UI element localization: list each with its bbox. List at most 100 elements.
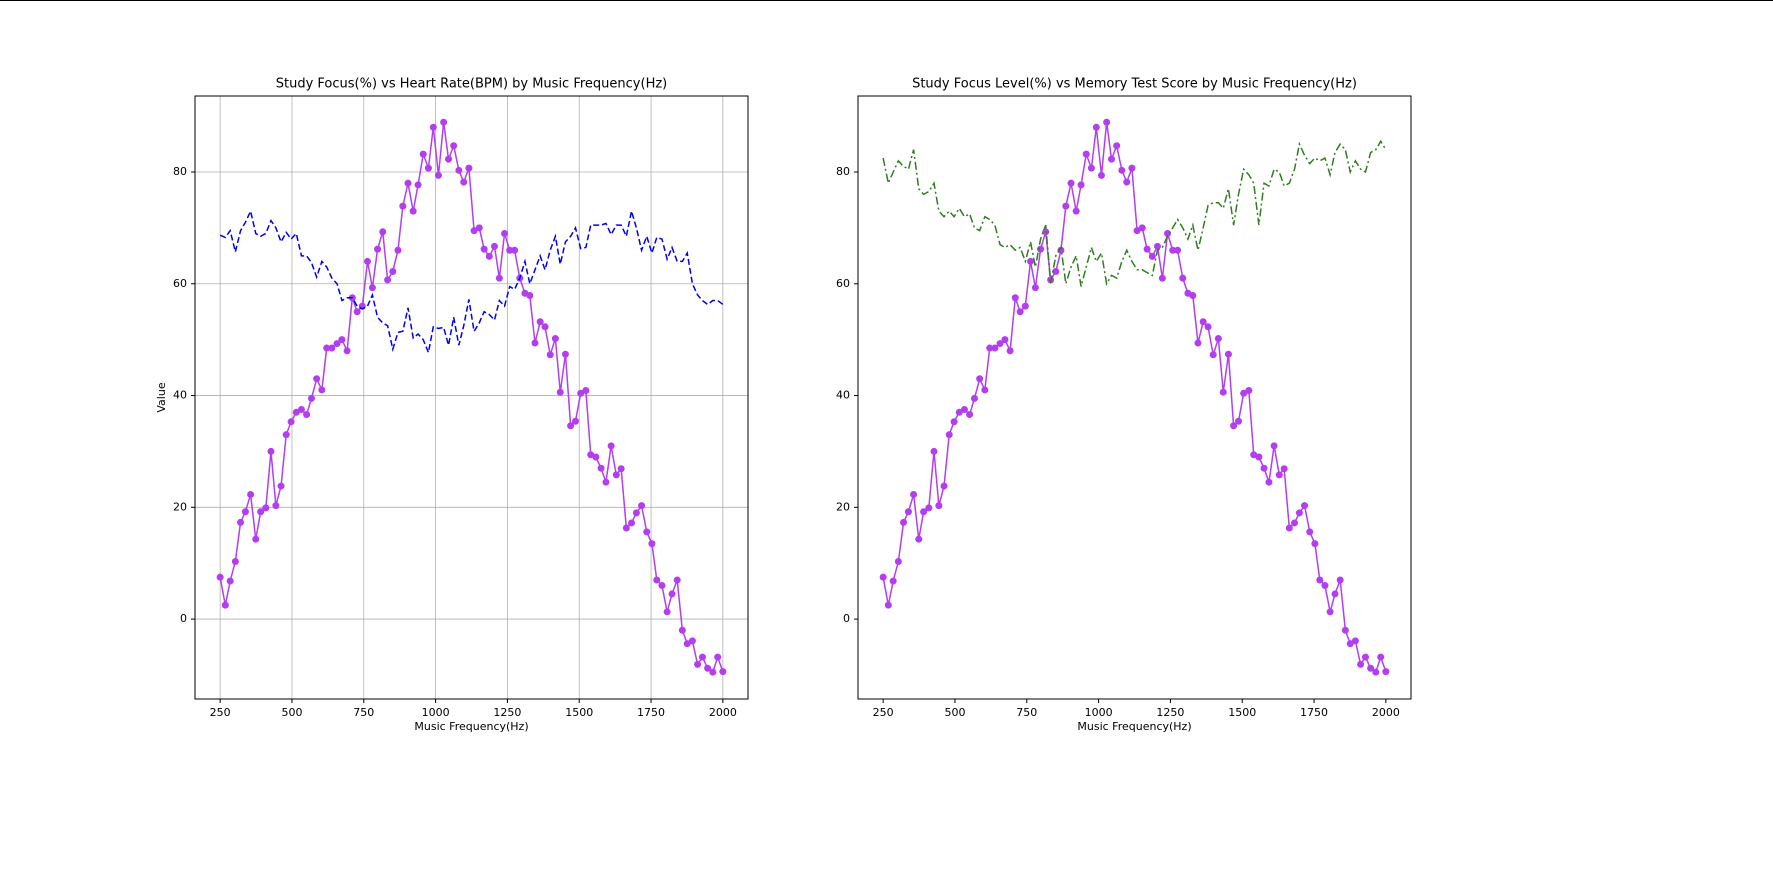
data-point bbox=[1082, 150, 1090, 158]
data-point bbox=[1108, 155, 1116, 163]
data-point bbox=[257, 508, 265, 516]
data-point bbox=[1118, 166, 1126, 174]
data-point bbox=[379, 228, 387, 236]
data-point bbox=[1031, 284, 1039, 292]
data-point bbox=[465, 164, 473, 172]
data-point bbox=[1128, 164, 1136, 172]
data-point bbox=[445, 155, 453, 163]
data-point bbox=[1179, 274, 1187, 282]
data-point bbox=[597, 464, 605, 472]
data-point bbox=[719, 668, 727, 676]
x-tick-label: 1250 bbox=[1156, 706, 1184, 719]
y-tick-label: 20 bbox=[836, 500, 850, 513]
data-point bbox=[323, 344, 331, 352]
data-point bbox=[307, 394, 315, 402]
data-point bbox=[1331, 590, 1339, 598]
data-point bbox=[1234, 417, 1242, 425]
data-point bbox=[1351, 637, 1359, 645]
data-point bbox=[950, 418, 958, 426]
x-tick-label: 1750 bbox=[1300, 706, 1328, 719]
y-tick-label: 0 bbox=[843, 612, 850, 625]
data-point bbox=[328, 344, 336, 352]
data-point bbox=[935, 502, 943, 510]
data-point bbox=[668, 590, 676, 598]
data-point bbox=[1189, 292, 1197, 300]
data-point bbox=[399, 202, 407, 210]
data-point bbox=[986, 344, 994, 352]
data-point bbox=[1214, 335, 1222, 343]
data-point bbox=[1199, 318, 1207, 326]
data-point bbox=[501, 229, 509, 237]
data-point bbox=[910, 490, 918, 498]
x-tick-label: 2000 bbox=[709, 706, 737, 719]
data-point bbox=[237, 518, 245, 526]
data-point bbox=[1016, 308, 1024, 316]
data-point bbox=[991, 344, 999, 352]
data-point bbox=[531, 339, 539, 347]
data-point bbox=[648, 540, 656, 548]
series-line bbox=[219, 208, 724, 356]
data-point bbox=[247, 490, 255, 498]
data-point bbox=[419, 150, 427, 158]
data-point bbox=[582, 387, 590, 395]
data-point bbox=[221, 601, 229, 609]
data-point bbox=[894, 558, 902, 566]
data-point bbox=[541, 323, 549, 331]
x-tick-label: 1250 bbox=[493, 706, 521, 719]
data-point bbox=[915, 535, 923, 543]
data-point bbox=[1097, 171, 1105, 179]
data-point bbox=[303, 411, 311, 419]
data-point bbox=[1316, 576, 1324, 584]
data-point bbox=[506, 246, 514, 254]
data-point bbox=[297, 406, 305, 414]
data-point bbox=[1255, 453, 1263, 461]
data-point bbox=[1377, 653, 1385, 661]
data-point bbox=[1027, 257, 1035, 265]
x-tick-label: 1500 bbox=[565, 706, 593, 719]
data-point bbox=[1072, 207, 1080, 215]
data-point bbox=[1153, 242, 1161, 250]
data-point bbox=[1285, 524, 1293, 532]
data-point bbox=[1311, 540, 1319, 548]
data-point bbox=[1341, 626, 1349, 634]
data-point bbox=[1103, 118, 1111, 126]
data-point bbox=[1133, 227, 1141, 235]
data-point bbox=[241, 508, 249, 516]
data-point bbox=[996, 340, 1004, 348]
data-point bbox=[1230, 422, 1238, 430]
x-tick-label: 1000 bbox=[422, 706, 450, 719]
data-point bbox=[536, 318, 544, 326]
axes-frame bbox=[194, 95, 749, 700]
data-point bbox=[1336, 576, 1344, 584]
data-point bbox=[485, 252, 493, 260]
data-point bbox=[262, 504, 270, 512]
data-point bbox=[1245, 387, 1253, 395]
data-point bbox=[688, 637, 696, 645]
data-point bbox=[925, 504, 933, 512]
y-tick-label: 60 bbox=[836, 277, 850, 290]
data-point bbox=[1148, 252, 1156, 260]
data-point bbox=[960, 406, 968, 414]
data-point bbox=[663, 608, 671, 616]
data-point bbox=[1321, 582, 1329, 590]
data-point bbox=[653, 576, 661, 584]
data-point bbox=[567, 422, 575, 430]
data-point bbox=[1240, 389, 1248, 397]
data-point bbox=[267, 447, 275, 455]
data-point bbox=[889, 577, 897, 585]
chart-title: Study Focus Level(%) vs Memory Test Scor… bbox=[912, 77, 1357, 92]
x-axis-label: Music Frequency(Hz) bbox=[1077, 720, 1191, 733]
data-point bbox=[561, 350, 569, 358]
data-point bbox=[511, 246, 519, 254]
data-point bbox=[475, 224, 483, 232]
data-point bbox=[318, 386, 326, 394]
data-point bbox=[698, 653, 706, 661]
data-point bbox=[252, 535, 260, 543]
data-point bbox=[577, 389, 585, 397]
data-point bbox=[292, 408, 300, 416]
data-point bbox=[287, 418, 295, 426]
data-point bbox=[389, 267, 397, 275]
y-tick-label: 0 bbox=[180, 612, 187, 625]
